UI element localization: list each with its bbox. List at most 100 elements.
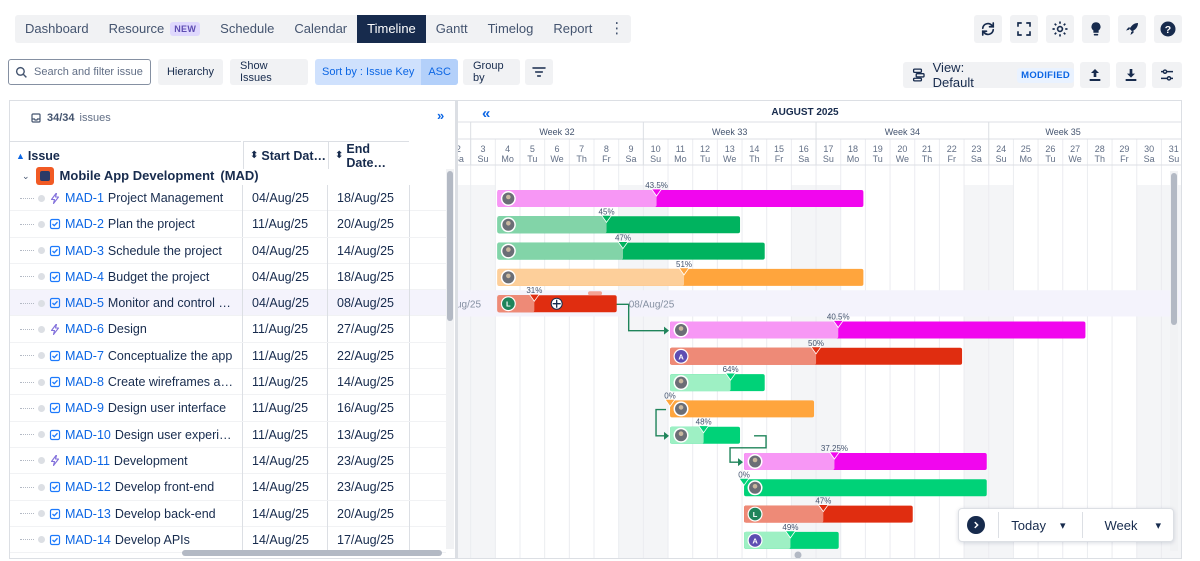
start-date-cell[interactable]: 14/Aug/25 bbox=[242, 500, 327, 527]
issue-key-link[interactable]: MAD-13 bbox=[65, 506, 111, 521]
timeline-bar[interactable]: 49% A bbox=[744, 523, 839, 549]
issue-key-link[interactable]: MAD-12 bbox=[65, 480, 111, 495]
issue-key-link[interactable]: MAD-9 bbox=[65, 401, 104, 416]
tab-report[interactable]: Report bbox=[553, 21, 593, 36]
issue-key-link[interactable]: MAD-1 bbox=[65, 191, 104, 205]
search-input[interactable] bbox=[34, 66, 144, 78]
table-row[interactable]: MAD-12 Develop front-end 14/Aug/25 23/Aug/2… bbox=[10, 474, 446, 501]
timeline-bar[interactable]: 47% L bbox=[744, 497, 913, 523]
timeline-bar[interactable]: 40.5% bbox=[670, 313, 1086, 339]
panel-resizer[interactable] bbox=[455, 100, 458, 559]
collapse-panel-icon[interactable]: » bbox=[437, 108, 445, 123]
prev-nav-icon[interactable]: « bbox=[482, 105, 490, 122]
issue-key-link[interactable]: MAD-2 bbox=[65, 217, 104, 232]
progress-marker[interactable] bbox=[650, 188, 663, 197]
show-issues-button[interactable]: Show Issues bbox=[230, 59, 308, 85]
group-by-button[interactable]: Group by bbox=[463, 59, 520, 85]
issue-key-link[interactable]: MAD-11 bbox=[65, 453, 110, 468]
timeline-bar[interactable]: 37.25% bbox=[744, 444, 987, 470]
progress-marker[interactable] bbox=[664, 399, 676, 408]
bar-resize-handle[interactable] bbox=[588, 291, 603, 296]
settings-sliders-icon[interactable] bbox=[1152, 62, 1182, 88]
table-row[interactable]: MAD-10 Design user experi… 11/Aug/25 13/Aug… bbox=[10, 421, 446, 448]
chevron-down-icon[interactable]: ⌄ bbox=[22, 171, 30, 181]
start-date-cell[interactable]: 04/Aug/25 bbox=[242, 290, 327, 317]
progress-marker[interactable] bbox=[784, 530, 797, 539]
progress-marker[interactable] bbox=[678, 267, 690, 276]
start-date-cell[interactable]: 14/Aug/25 bbox=[242, 526, 327, 553]
timeline-bar[interactable]: 51% bbox=[497, 260, 864, 286]
timeline-bar[interactable]: 0% bbox=[738, 470, 987, 497]
table-row[interactable]: MAD-7 Conceptualize the app 11/Aug/25 22/Au… bbox=[10, 342, 446, 370]
issue-key-link[interactable]: MAD-4 bbox=[65, 269, 104, 284]
end-date-cell[interactable]: 27/Aug/25 bbox=[327, 316, 409, 343]
start-date-cell[interactable]: 04/Aug/25 bbox=[242, 185, 327, 211]
issue-key-link[interactable]: MAD-8 bbox=[65, 375, 104, 390]
end-date-cell[interactable]: 23/Aug/25 bbox=[327, 447, 409, 474]
table-row[interactable]: MAD-2 Plan the project 11/Aug/25 20/Aug/25 bbox=[10, 211, 446, 238]
start-date-cell[interactable]: 11/Aug/25 bbox=[242, 342, 327, 369]
refresh-icon[interactable] bbox=[974, 15, 1002, 43]
table-row[interactable]: MAD-9 Design user interface 11/Aug/25 16/Au… bbox=[10, 395, 446, 422]
sort-field-button[interactable]: Sort by : Issue Key bbox=[322, 66, 415, 78]
rocket-icon[interactable] bbox=[1118, 15, 1146, 43]
progress-marker[interactable] bbox=[724, 372, 737, 381]
start-date-cell[interactable]: 11/Aug/25 bbox=[242, 395, 327, 422]
start-date-cell[interactable]: 04/Aug/25 bbox=[242, 263, 327, 290]
progress-marker[interactable] bbox=[810, 346, 822, 355]
issue-key-link[interactable]: MAD-6 bbox=[65, 322, 104, 337]
tab-dashboard[interactable]: Dashboard bbox=[25, 21, 89, 36]
tab-timeline[interactable]: Timeline bbox=[357, 15, 426, 43]
timeline-hscroll-handle[interactable] bbox=[794, 551, 802, 559]
end-date-cell[interactable]: 18/Aug/25 bbox=[327, 263, 409, 290]
start-date-cell[interactable]: 11/Aug/25 bbox=[242, 211, 327, 238]
start-date-cell[interactable]: 11/Aug/25 bbox=[242, 316, 327, 343]
filter-icon[interactable] bbox=[525, 59, 553, 85]
end-date-cell[interactable]: 14/Aug/25 bbox=[327, 237, 409, 264]
progress-marker[interactable] bbox=[832, 320, 845, 329]
issue-key-link[interactable]: MAD-7 bbox=[65, 348, 104, 363]
timeline-bar[interactable]: 43.5% bbox=[497, 181, 864, 207]
end-date-cell[interactable]: 08/Aug/25 bbox=[327, 290, 409, 317]
end-date-cell[interactable]: 20/Aug/25 bbox=[327, 211, 409, 238]
end-date-cell[interactable]: 18/Aug/25 bbox=[327, 185, 409, 211]
start-date-cell[interactable]: 14/Aug/25 bbox=[242, 474, 327, 501]
issue-key-link[interactable]: MAD-10 bbox=[65, 427, 111, 442]
progress-marker[interactable] bbox=[817, 504, 830, 513]
table-row[interactable]: MAD-4 Budget the project 04/Aug/25 18/Aug/2… bbox=[10, 263, 446, 291]
timeline-bar[interactable]: 47% bbox=[497, 234, 765, 260]
fullscreen-icon[interactable] bbox=[1010, 15, 1038, 43]
issue-key-link[interactable]: MAD-14 bbox=[65, 532, 111, 547]
issue-key-link[interactable]: MAD-5 bbox=[65, 296, 104, 311]
more-menu-icon[interactable]: ⋮ bbox=[609, 20, 625, 37]
arrow-right-icon[interactable] bbox=[967, 516, 985, 534]
progress-marker[interactable] bbox=[738, 477, 750, 486]
help-icon[interactable]: ? bbox=[1154, 15, 1182, 43]
end-date-cell[interactable]: 14/Aug/25 bbox=[327, 369, 409, 396]
timeline-bar[interactable]: 50% A bbox=[670, 339, 963, 365]
start-date-cell[interactable]: 14/Aug/25 bbox=[242, 447, 327, 474]
table-row[interactable]: MAD-5 Monitor and control … 04/Aug/25 08/Au… bbox=[10, 290, 446, 317]
download-icon[interactable] bbox=[1116, 62, 1146, 88]
progress-marker[interactable] bbox=[828, 451, 841, 460]
timeline-bar[interactable]: 45% bbox=[497, 207, 741, 234]
project-row[interactable]: ⌄ Mobile App Development (MAD) bbox=[10, 167, 446, 185]
timeline-bar[interactable]: 48% bbox=[670, 418, 741, 444]
sort-direction-button[interactable]: ASC bbox=[421, 59, 458, 85]
search-box[interactable] bbox=[8, 59, 151, 85]
table-row[interactable]: MAD-11 Development 14/Aug/25 23/Aug/25 bbox=[10, 447, 446, 475]
tab-resource[interactable]: Resource NEW bbox=[99, 15, 211, 43]
view-selector[interactable]: View: Default MODIFIED bbox=[903, 60, 1074, 90]
progress-marker[interactable] bbox=[697, 425, 710, 434]
tab-calendar[interactable]: Calendar bbox=[294, 21, 348, 36]
table-row[interactable]: MAD-8 Create wireframes a… 11/Aug/25 14/Aug… bbox=[10, 369, 446, 396]
table-row[interactable]: MAD-13 Develop back-end 14/Aug/25 20/Aug/25 bbox=[10, 500, 446, 527]
timeline-scroll-thumb[interactable] bbox=[1171, 173, 1177, 325]
start-date-cell[interactable]: 04/Aug/25 bbox=[242, 237, 327, 264]
scale-select[interactable]: Week ▾ bbox=[1104, 517, 1162, 533]
column-header-issue[interactable]: ▲ Issue bbox=[10, 141, 241, 169]
column-header-end[interactable]: ⬍ End Date… bbox=[328, 141, 409, 170]
gear-icon[interactable] bbox=[1046, 15, 1074, 43]
table-row[interactable]: MAD-1 Project Management 04/Aug/25 18/Aug/2… bbox=[10, 185, 446, 212]
progress-marker[interactable] bbox=[617, 241, 629, 250]
